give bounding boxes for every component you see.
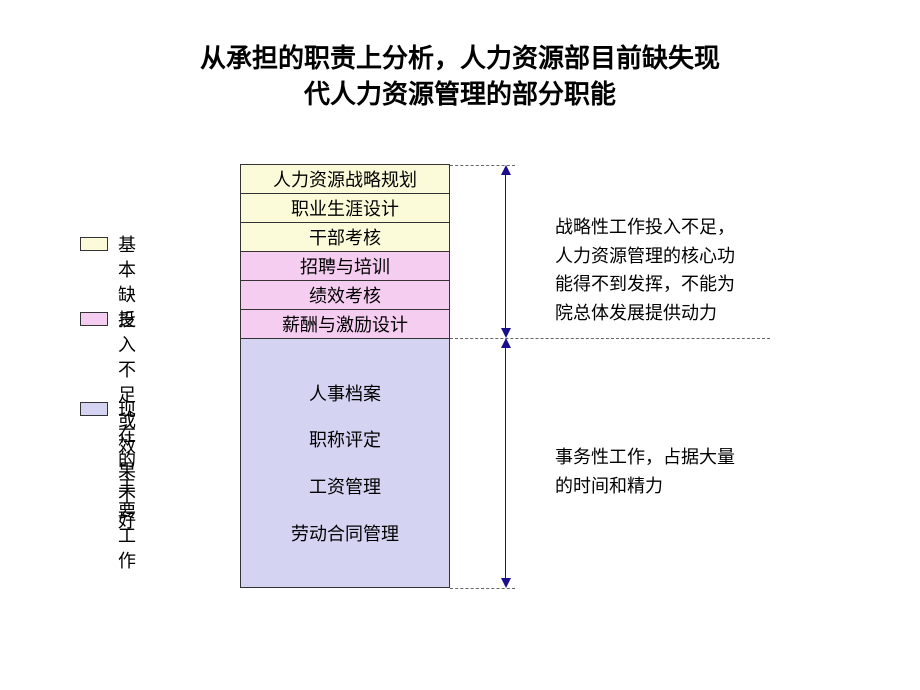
arrow-head-up-icon xyxy=(501,165,511,175)
stack-row: 招聘与培训 xyxy=(240,251,450,281)
annotation-strategic: 战略性工作投入不足，人力资源管理的核心功能得不到发挥，不能为院总体发展提供动力 xyxy=(555,213,735,328)
legend-swatch-yellow xyxy=(80,237,108,251)
title-line-2: 代人力资源管理的部分职能 xyxy=(0,76,920,112)
large-block-item: 工资管理 xyxy=(309,473,381,499)
large-block-current-work: 人事档案 职称评定 工资管理 劳动合同管理 xyxy=(240,338,450,588)
arrow-line xyxy=(505,173,506,330)
title-line-1: 从承担的职责上分析，人力资源部目前缺失现 xyxy=(0,40,920,76)
legend-item-current: 现在的主要工作 xyxy=(80,398,136,574)
function-stack: 人力资源战略规划 职业生涯设计 干部考核 招聘与培训 绩效考核 薪酬与激励设计 … xyxy=(240,165,450,588)
stack-row: 职业生涯设计 xyxy=(240,193,450,223)
arrow-head-down-icon xyxy=(501,328,511,338)
slide-title: 从承担的职责上分析，人力资源部目前缺失现 代人力资源管理的部分职能 xyxy=(0,0,920,113)
stack-row: 干部考核 xyxy=(240,222,450,252)
stack-row: 人力资源战略规划 xyxy=(240,164,450,194)
legend-swatch-purple xyxy=(80,402,108,416)
large-block-item: 职称评定 xyxy=(309,426,381,452)
large-block-item: 劳动合同管理 xyxy=(291,520,399,546)
legend-swatch-pink xyxy=(80,312,108,326)
legend-label-current: 现在的主要工作 xyxy=(118,398,136,574)
dashed-line xyxy=(450,338,770,339)
large-block-item: 人事档案 xyxy=(309,380,381,406)
arrow-head-up-icon xyxy=(501,338,511,348)
annotation-transactional: 事务性工作，占据大量的时间和精力 xyxy=(555,443,735,501)
arrow-head-down-icon xyxy=(501,578,511,588)
stack-row: 绩效考核 xyxy=(240,280,450,310)
arrow-line xyxy=(505,346,506,580)
dashed-line xyxy=(450,588,515,589)
stack-row: 薪酬与激励设计 xyxy=(240,309,450,339)
